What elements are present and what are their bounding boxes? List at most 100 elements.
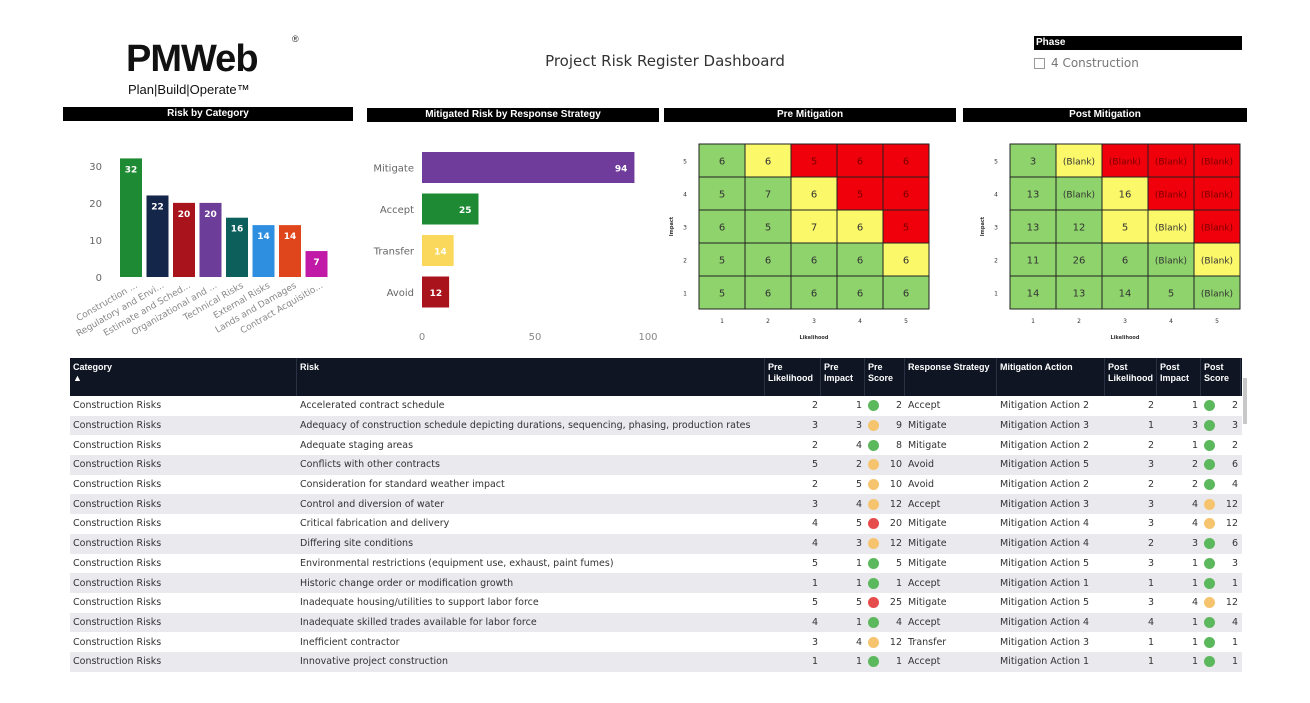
heatmap-cell[interactable]	[698, 176, 746, 211]
pre-score-cell: 12	[865, 498, 905, 510]
heatmap-cell[interactable]	[1009, 242, 1057, 277]
heatmap-cell[interactable]	[790, 209, 838, 244]
heatmap-cell-label: (Blank)	[1201, 224, 1233, 234]
table-row[interactable]: Construction Risks Historic change order …	[70, 573, 1242, 593]
phase-option[interactable]: 4 Construction	[1034, 56, 1139, 70]
heatmap-cell[interactable]	[744, 143, 792, 178]
table-row[interactable]: Construction Risks Inadequate housing/uti…	[70, 593, 1242, 613]
category-bar[interactable]	[252, 225, 275, 277]
header-category[interactable]: Category ▲	[70, 358, 297, 396]
table-row[interactable]: Construction Risks Consideration for stan…	[70, 475, 1242, 495]
heatmap-cell[interactable]	[1193, 176, 1241, 211]
post-mitigation-heatmap[interactable]: 5 3 (Blank) (Blank) (Blank) (Blank)4 13 (Blank)…	[962, 124, 1252, 348]
heatmap-cell[interactable]	[1193, 209, 1241, 244]
header-post-score[interactable]: Post Score	[1201, 358, 1241, 396]
heatmap-cell[interactable]	[744, 209, 792, 244]
heatmap-cell[interactable]	[882, 143, 930, 178]
heatmap-cell-label: 14	[1119, 289, 1132, 300]
table-row[interactable]: Construction Risks Control and diversion …	[70, 494, 1242, 515]
heatmap-cell[interactable]	[698, 143, 746, 178]
heatmap-cell[interactable]	[836, 242, 884, 277]
post-impact-cell: 1	[1191, 400, 1198, 412]
logo-registered: ®	[292, 34, 299, 44]
table-row[interactable]: Construction Risks Innovative project con…	[70, 651, 1242, 672]
header-mitigation-action[interactable]: Mitigation Action	[997, 358, 1105, 396]
heatmap-cell[interactable]	[882, 275, 930, 310]
score-value: 12	[1225, 597, 1238, 609]
table-row[interactable]: Construction Risks Differing site conditi…	[70, 533, 1242, 554]
score-value: 9	[895, 420, 902, 432]
heatmap-cell[interactable]	[1193, 143, 1241, 178]
mitigated-risk-chart[interactable]: Mitigate 94 Accept 25 Transfer 14 Avoid 12 0 50 10…	[364, 124, 664, 354]
category-bar[interactable]	[173, 202, 195, 277]
category-bar[interactable]	[305, 251, 328, 277]
category-bar[interactable]	[279, 225, 301, 277]
post-score-cell: 6	[1201, 459, 1241, 471]
risk-register-table[interactable]: Category ▲ Risk Pre Likelihood Pre Impact…	[70, 358, 1242, 680]
category-bar[interactable]	[226, 217, 248, 277]
heatmap-cell[interactable]	[1055, 275, 1103, 310]
heatmap-cell[interactable]	[1009, 176, 1057, 211]
mitigation-action-cell: Mitigation Action 1	[1000, 656, 1090, 668]
heatmap-cell[interactable]	[1101, 275, 1149, 310]
header-pre-score[interactable]: Pre Score	[865, 358, 905, 396]
table-row[interactable]: Construction Risks Critical fabrication a…	[70, 514, 1242, 534]
post-impact-cell: 1	[1191, 616, 1198, 628]
pre-mitigation-heatmap[interactable]: 5 6 6 5 6 6 4 5 7 6 5 6 3 6 5 7 6 5 2 5 6 6 6 6 1 5 6 6 6 6 1 2 3 4 5 Likel…	[664, 124, 956, 348]
heatmap-cell[interactable]	[1193, 242, 1241, 277]
pre-impact-cell: 4	[855, 498, 862, 510]
x-tick-label: 3	[812, 318, 816, 325]
heatmap-cell[interactable]	[1147, 143, 1195, 178]
heatmap-cell[interactable]	[1101, 242, 1149, 277]
heatmap-cell-label: 13	[1027, 190, 1040, 201]
sort-ascending-icon[interactable]: ▲	[73, 373, 82, 383]
strategy-bar[interactable]	[422, 276, 450, 308]
header-post-likelihood[interactable]: Post Likelihood	[1105, 358, 1157, 396]
table-row[interactable]: Construction Risks Accelerated contract s…	[70, 396, 1242, 416]
scrollbar-thumb[interactable]	[1243, 378, 1247, 424]
heatmap-cell[interactable]	[744, 275, 792, 310]
checkbox-icon[interactable]	[1034, 57, 1045, 69]
heatmap-cell[interactable]	[698, 242, 746, 277]
post-score-cell: 4	[1201, 616, 1241, 628]
y-tick-label: 1	[994, 291, 998, 298]
table-row[interactable]: Construction Risks Inefficient contractor…	[70, 632, 1242, 652]
category-bar[interactable]	[120, 158, 142, 277]
category-bar[interactable]	[146, 195, 169, 277]
heatmap-cell[interactable]	[882, 176, 930, 211]
mitigation-action-cell: Mitigation Action 3	[1000, 636, 1090, 648]
heatmap-cell[interactable]	[1147, 176, 1195, 211]
heatmap-cell-label: (Blank)	[1201, 191, 1233, 201]
heatmap-cell[interactable]	[1147, 242, 1195, 277]
response-strategy-cell: Accept	[908, 498, 941, 510]
table-row[interactable]: Construction Risks Adequate staging areas…	[70, 435, 1242, 455]
heatmap-cell[interactable]	[744, 242, 792, 277]
heatmap-cell[interactable]	[1101, 209, 1149, 244]
heatmap-cell[interactable]	[1009, 275, 1057, 310]
table-row[interactable]: Construction Risks Adequacy of constructi…	[70, 415, 1242, 436]
table-scrollbar[interactable]	[1243, 362, 1247, 678]
heatmap-cell[interactable]	[744, 176, 792, 211]
table-row[interactable]: Construction Risks Inadequate skilled tra…	[70, 612, 1242, 633]
heatmap-cell[interactable]	[882, 242, 930, 277]
table-row[interactable]: Construction Risks Environmental restrict…	[70, 554, 1242, 574]
heatmap-cell-label: 5	[811, 157, 817, 168]
heatmap-cell[interactable]	[1009, 209, 1057, 244]
category-bar[interactable]	[199, 202, 222, 277]
header-post-impact[interactable]: Post Impact	[1157, 358, 1201, 396]
score-indicator-icon	[868, 439, 879, 451]
score-indicator-icon	[868, 597, 879, 609]
heatmap-cell[interactable]	[698, 275, 746, 310]
post-score-cell: 12	[1201, 498, 1241, 510]
table-row[interactable]: Construction Risks Conflicts with other c…	[70, 455, 1242, 475]
header-response-strategy[interactable]: Response Strategy	[905, 358, 997, 396]
strategy-bar[interactable]	[422, 193, 479, 225]
score-indicator-icon	[1204, 518, 1215, 530]
header-pre-likelihood[interactable]: Pre Likelihood	[765, 358, 821, 396]
header-risk[interactable]: Risk	[297, 358, 765, 396]
header-pre-impact[interactable]: Pre Impact	[821, 358, 865, 396]
heatmap-cell[interactable]	[1193, 275, 1241, 310]
strategy-bar[interactable]	[422, 235, 454, 266]
strategy-bar[interactable]	[422, 152, 635, 183]
